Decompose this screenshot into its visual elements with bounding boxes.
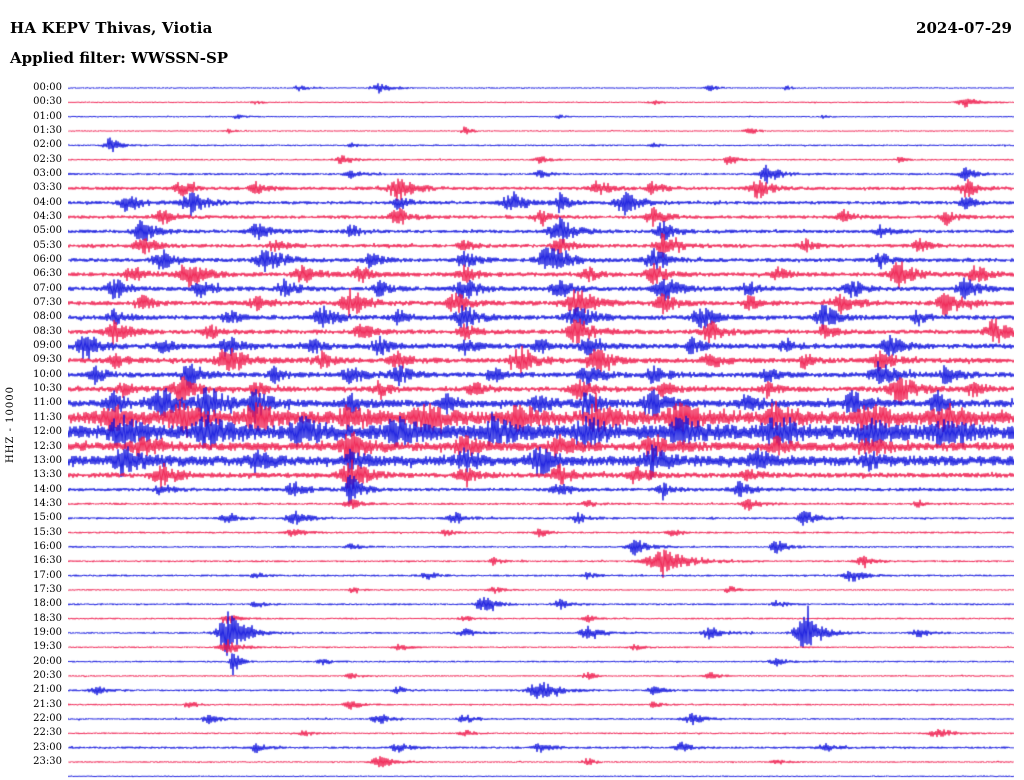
time-label: 00:00 (33, 82, 62, 93)
time-label: 12:30 (33, 440, 62, 452)
time-label: 19:30 (33, 641, 62, 653)
time-label: 22:30 (33, 727, 62, 739)
time-label: 11:00 (33, 397, 62, 409)
time-label: 03:00 (33, 168, 62, 180)
time-label: 13:30 (33, 469, 62, 481)
time-label: 15:30 (33, 526, 62, 538)
time-label: 17:30 (33, 583, 62, 595)
time-label: 08:30 (33, 325, 62, 337)
time-label: 06:30 (33, 268, 62, 280)
time-label: 14:30 (33, 497, 62, 509)
time-label: 03:30 (33, 182, 62, 194)
time-label: 01:00 (33, 110, 62, 122)
time-label: 17:00 (33, 569, 62, 581)
time-label: 07:30 (33, 297, 62, 309)
time-label: 23:30 (33, 756, 62, 767)
time-label: 09:00 (33, 340, 62, 352)
time-label: 20:30 (33, 669, 62, 681)
time-label: 16:00 (33, 540, 62, 552)
station-title: HA KEPV Thivas, Viotia (10, 19, 213, 37)
seismogram-traces-canvas (68, 80, 1014, 780)
time-label: 11:30 (33, 411, 62, 423)
time-label: 12:00 (33, 426, 62, 438)
time-label: 16:30 (33, 555, 62, 567)
time-label: 00:30 (33, 96, 62, 108)
time-label: 04:00 (33, 196, 62, 208)
time-label: 18:00 (33, 598, 62, 610)
time-label: 20:00 (33, 655, 62, 667)
time-label: 06:00 (33, 254, 62, 266)
time-label: 13:00 (33, 454, 62, 466)
time-label: 21:00 (33, 684, 62, 696)
time-label: 05:30 (33, 239, 62, 251)
time-label: 21:30 (33, 698, 62, 710)
time-label: 10:00 (33, 368, 62, 380)
time-label: 15:00 (33, 512, 62, 524)
time-label: 04:30 (33, 211, 62, 223)
record-date: 2024-07-29 (916, 19, 1012, 37)
time-label: 07:00 (33, 282, 62, 294)
time-label: 23:00 (33, 741, 62, 753)
time-label: 02:30 (33, 153, 62, 165)
time-label: 19:00 (33, 626, 62, 638)
time-label: 01:30 (33, 125, 62, 137)
applied-filter-label: Applied filter: WWSSN-SP (10, 49, 229, 67)
time-label: 10:30 (33, 383, 62, 395)
time-label: 14:00 (33, 483, 62, 495)
time-label: 05:00 (33, 225, 62, 237)
time-label: 18:30 (33, 612, 62, 624)
time-label: 08:00 (33, 311, 62, 323)
time-label: 09:30 (33, 354, 62, 366)
time-label: 02:00 (33, 139, 62, 151)
time-label: 22:00 (33, 712, 62, 724)
